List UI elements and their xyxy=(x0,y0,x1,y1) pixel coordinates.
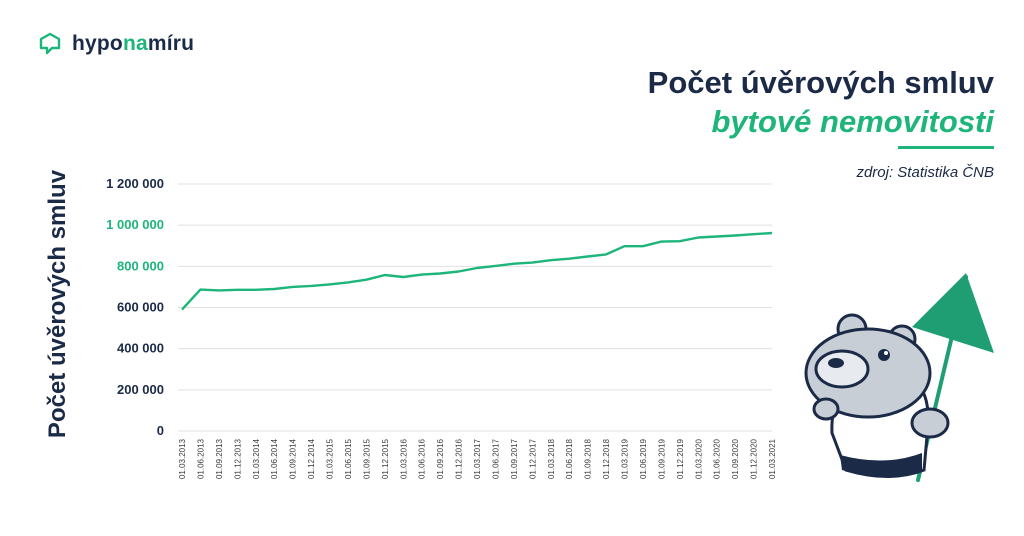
x-tick-label: 01.12.2017 xyxy=(528,438,537,479)
brand-prefix: hypo xyxy=(72,32,123,55)
x-tick-label: 01.03.2018 xyxy=(547,438,556,479)
x-tick-label: 01.12.2013 xyxy=(233,438,242,479)
bear-mascot-with-flag xyxy=(804,273,994,482)
chart-heading: Počet úvěrových smluv bytové nemovitosti xyxy=(648,64,994,142)
brand-accent: na xyxy=(122,32,148,55)
y-tick-label: 0 xyxy=(157,423,164,438)
x-tick-label: 01.09.2013 xyxy=(215,438,224,479)
x-tick-label: 01.06.2017 xyxy=(491,438,500,479)
x-tick-label: 01.09.2014 xyxy=(289,438,298,479)
x-tick-label: 01.06.2015 xyxy=(344,438,353,479)
x-tick-label: 01.09.2020 xyxy=(731,438,740,479)
x-tick-label: 01.03.2016 xyxy=(399,438,408,479)
x-tick-label: 01.06.2020 xyxy=(713,438,722,479)
x-tick-label: 01.06.2019 xyxy=(639,438,648,479)
x-tick-label: 01.12.2014 xyxy=(307,438,316,479)
x-tick-label: 01.06.2013 xyxy=(196,438,205,479)
x-tick-label: 01.09.2015 xyxy=(362,438,371,479)
y-tick-label: 200 000 xyxy=(117,382,164,397)
x-tick-label: 01.12.2019 xyxy=(676,438,685,479)
y-tick-label: 1 200 000 xyxy=(106,176,164,191)
title-underline xyxy=(898,146,994,149)
x-tick-label: 01.12.2016 xyxy=(455,438,464,479)
y-tick-label: 800 000 xyxy=(117,258,164,273)
x-tick-label: 01.03.2021 xyxy=(768,438,777,479)
chart-subtitle: bytové nemovitosti xyxy=(711,104,995,139)
x-tick-label: 01.09.2019 xyxy=(657,438,666,479)
brand-suffix: míru xyxy=(147,32,195,55)
x-tick-label: 01.06.2014 xyxy=(270,438,279,479)
source-note: zdroj: Statistika ČNB xyxy=(856,164,994,181)
x-tick-label: 01.03.2013 xyxy=(178,438,187,479)
x-tick-label: 01.03.2015 xyxy=(326,438,335,479)
x-tick-label: 01.09.2017 xyxy=(510,438,519,479)
x-tick-label: 01.06.2018 xyxy=(565,438,574,479)
y-tick-label: 600 000 xyxy=(117,300,164,315)
y-tick-label: 400 000 xyxy=(117,341,164,356)
x-tick-label: 01.12.2015 xyxy=(381,438,390,479)
y-tick-label: 1 000 000 xyxy=(106,217,164,232)
x-tick-label: 01.12.2020 xyxy=(750,438,759,479)
x-tick-label: 01.03.2014 xyxy=(252,438,261,479)
x-tick-label: 01.03.2020 xyxy=(694,438,703,479)
series-line xyxy=(181,231,773,311)
x-tick-label: 01.09.2016 xyxy=(436,438,445,479)
x-tick-label: 01.09.2018 xyxy=(584,438,593,479)
speech-house-icon xyxy=(39,32,61,55)
x-tick-label: 01.06.2016 xyxy=(418,438,427,479)
x-tick-label: 01.12.2018 xyxy=(602,438,611,479)
brand-name: hyponamíru xyxy=(72,32,194,56)
x-tick-label: 01.03.2017 xyxy=(473,438,482,479)
brand-logo[interactable]: hyponamíru xyxy=(38,30,194,58)
chart-title: Počet úvěrových smluv xyxy=(647,65,994,100)
x-tick-label: 01.03.2019 xyxy=(621,438,630,479)
